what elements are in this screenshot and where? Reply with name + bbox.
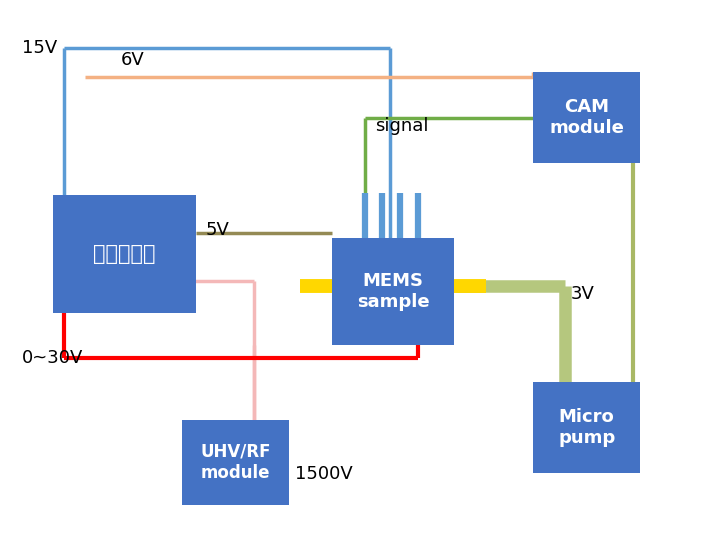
FancyBboxPatch shape <box>182 420 290 505</box>
Text: 5V: 5V <box>206 221 230 239</box>
Text: 0~30V: 0~30V <box>22 349 84 367</box>
Text: 6V: 6V <box>121 51 144 69</box>
FancyBboxPatch shape <box>533 72 640 163</box>
FancyBboxPatch shape <box>332 238 454 345</box>
Text: signal: signal <box>375 117 429 134</box>
Text: UHV/RF
module: UHV/RF module <box>201 443 271 482</box>
FancyBboxPatch shape <box>533 382 640 473</box>
Text: 3V: 3V <box>570 285 594 303</box>
Text: 전원공급기: 전원공급기 <box>93 244 156 264</box>
Text: Micro
pump: Micro pump <box>558 408 615 447</box>
FancyBboxPatch shape <box>53 195 196 313</box>
Text: CAM
module: CAM module <box>549 98 624 137</box>
Text: MEMS
sample: MEMS sample <box>357 272 430 311</box>
Text: 1500V: 1500V <box>295 465 353 483</box>
Text: 15V: 15V <box>22 39 57 57</box>
